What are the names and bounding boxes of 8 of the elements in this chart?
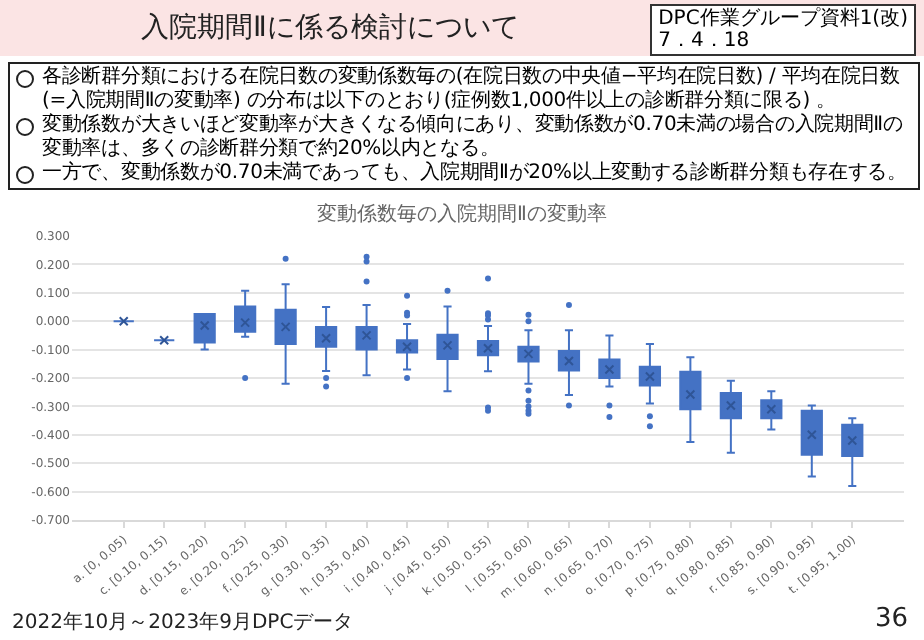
chart-title: 入院期間Ⅱに係る検討について xyxy=(139,10,521,46)
text: 36 xyxy=(874,604,908,634)
text: DPC作業グループ資料1(改) 7．4．18 xyxy=(650,4,916,56)
text: 変動係数が大きいほど変動率が大きくなる傾向にあり、変動係数が0.70未満の場合の入院期間Ⅱの変動率は、多くの診断群分類で約20%以内となる。 xyxy=(42,114,905,161)
text: 2022年10月～2023年9月DPCデータ xyxy=(12,610,354,636)
text: 各診断群分類における在院日数の変動係数毎の(在院日数の中央値−平均在院日数) / 平均在院日数(=入院期間Ⅱの変動率) の分布は以下のとおり(症例数1,000件以上の診断群分類に限る) 。 xyxy=(42,66,902,113)
chart-subtitle: 変動係数毎の入院期間Ⅱの変動率 xyxy=(317,202,607,227)
text: 一方で、変動係数が0.70未満であっても、入院期間Ⅱが20%以上変動する診断群分類も存在する。 xyxy=(42,162,907,186)
